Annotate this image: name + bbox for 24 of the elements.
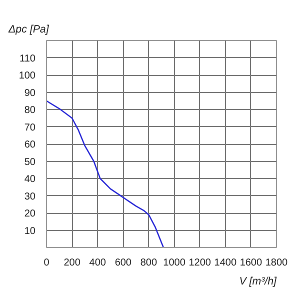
x-tick-label: 1000 <box>163 258 186 268</box>
x-tick-label: 600 <box>114 258 132 268</box>
y-tick-label: 30 <box>24 191 36 202</box>
x-tick-label: 200 <box>64 258 81 268</box>
y-tick-label: 70 <box>24 122 36 134</box>
y-tick-label: 50 <box>24 156 36 168</box>
y-tick-label: 60 <box>24 140 36 150</box>
y-tick-label: 40 <box>24 174 36 185</box>
y-axis-title: Δpc [Pa] <box>8 24 50 36</box>
x-tick-label: 1400 <box>214 258 237 268</box>
x-tick-label: 1800 <box>265 258 288 268</box>
y-tick-label: 100 <box>18 70 36 82</box>
x-axis-title: V [m³/h] <box>239 276 278 288</box>
x-tick-label: 1200 <box>188 258 212 268</box>
line-series <box>46 100 164 248</box>
y-tick-label: 80 <box>24 105 36 116</box>
y-tick-label: 20 <box>24 208 36 220</box>
x-tick-label: 1600 <box>240 258 263 268</box>
x-tick-label: 400 <box>89 258 106 268</box>
y-tick-label: 110 <box>20 53 36 64</box>
x-tick-label: 0 <box>44 258 50 268</box>
y-tick-label: 90 <box>24 88 36 99</box>
y-tick-label: 10 <box>24 226 36 237</box>
x-tick-label: 800 <box>140 258 158 268</box>
